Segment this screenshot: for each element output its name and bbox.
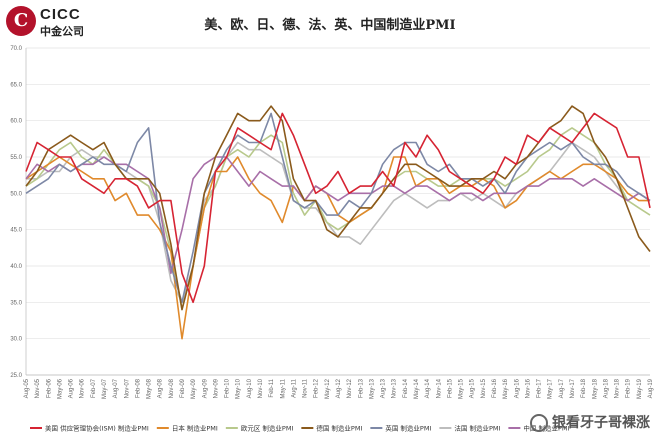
x-tick-label: Feb-13 <box>358 378 364 398</box>
legend-label: 欧元区 制造业PMI <box>241 424 294 433</box>
x-tick-label: Aug-19 <box>648 378 654 398</box>
x-tick-label: Aug-07 <box>113 378 119 398</box>
x-tick-label: Feb-17 <box>537 378 543 398</box>
x-tick-label: May-06 <box>57 378 63 399</box>
x-tick-label: Nov-18 <box>615 378 621 398</box>
legend-label: 日本 制造业PMI <box>172 424 218 433</box>
logo-text-cn: 中金公司 <box>40 25 84 38</box>
x-tick-label: May-17 <box>548 378 554 399</box>
x-tick-label: Aug-15 <box>470 378 476 398</box>
y-tick-label: 35.0 <box>10 300 22 306</box>
weibo-icon <box>530 414 548 432</box>
x-tick-label: Feb-15 <box>447 378 453 398</box>
x-tick-label: Nov-06 <box>80 378 86 398</box>
x-tick-label: Nov-11 <box>303 378 309 398</box>
x-tick-label: Feb-14 <box>403 378 409 398</box>
y-tick-label: 55.0 <box>10 155 22 161</box>
watermark-text: 银看牙子哥裸涨 <box>552 415 650 431</box>
x-tick-label: May-16 <box>503 378 509 399</box>
x-tick-label: May-18 <box>592 378 598 399</box>
x-tick-label: Feb-08 <box>135 378 141 398</box>
cicc-logo-mark-icon: C <box>6 6 36 36</box>
legend-label: 英国 制造业PMI <box>385 424 431 433</box>
x-tick-label: May-13 <box>369 378 375 399</box>
x-tick-label: Aug-16 <box>514 378 520 398</box>
cicc-logo: C CICC 中金公司 <box>6 6 126 38</box>
x-tick-label: Aug-11 <box>291 378 297 398</box>
x-tick-label: Feb-06 <box>46 378 52 398</box>
y-tick-label: 45.0 <box>10 228 22 234</box>
y-tick-label: 40.0 <box>10 264 22 270</box>
watermark: 银看牙子哥裸涨 <box>530 412 650 432</box>
x-tick-label: Nov-12 <box>347 378 353 398</box>
x-tick-label: Feb-07 <box>91 378 97 398</box>
y-tick-label: 60.0 <box>10 119 22 125</box>
x-tick-label: May-14 <box>414 378 420 399</box>
series-line-3 <box>25 105 651 311</box>
x-tick-label: Aug-14 <box>425 378 431 398</box>
x-tick-label: Nov-14 <box>436 378 442 398</box>
x-tick-label: Aug-17 <box>559 378 565 398</box>
x-tick-label: Nov-16 <box>525 378 531 398</box>
x-tick-label: Aug-18 <box>603 378 609 398</box>
x-tick-label: Nov-09 <box>213 378 219 398</box>
x-tick-label: Aug-13 <box>381 378 387 398</box>
x-tick-label: Feb-10 <box>225 378 231 398</box>
legend-label: 美国 供应管理协会(ISM) 制造业PMI <box>45 424 149 433</box>
x-tick-label: May-12 <box>325 378 331 399</box>
x-tick-label: May-09 <box>191 378 197 399</box>
series-lines <box>25 105 651 340</box>
y-tick-label: 50.0 <box>10 191 22 197</box>
y-tick-label: 25.0 <box>10 373 22 379</box>
x-tick-label: Aug-05 <box>24 378 30 398</box>
x-tick-label: Nov-13 <box>392 378 398 398</box>
x-tick-label: May-19 <box>637 378 643 399</box>
series-line-4 <box>25 112 651 304</box>
x-axis: Aug-05 Nov-05 Feb-06 May-06 Aug-06 Nov-06 Feb-… <box>24 378 654 399</box>
x-tick-label: Feb-09 <box>180 378 186 398</box>
grid-lines <box>26 47 650 376</box>
x-tick-label: Aug-10 <box>247 378 253 398</box>
chart-title: 美、欧、日、德、法、英、中国制造业PMI <box>204 18 456 33</box>
y-axis: 70.0 65.0 60.0 55.0 50.0 45.0 40.0 35.0 30.0 25.0 <box>10 46 650 379</box>
x-tick-label: May-15 <box>459 378 465 399</box>
x-tick-label: Nov-17 <box>570 378 576 398</box>
series-line-6 <box>25 156 651 275</box>
x-tick-label: Nov-15 <box>481 378 487 398</box>
series-line-0 <box>25 112 651 304</box>
x-tick-label: Nov-08 <box>169 378 175 398</box>
x-tick-label: Nov-10 <box>258 378 264 398</box>
x-tick-label: Feb-12 <box>314 378 320 398</box>
x-tick-label: May-10 <box>236 378 242 399</box>
y-tick-label: 70.0 <box>10 46 22 52</box>
x-tick-label: May-07 <box>102 378 108 399</box>
x-tick-label: Nov-05 <box>35 378 41 398</box>
x-tick-label: Feb-18 <box>581 378 587 398</box>
x-tick-label: Feb-16 <box>492 378 498 398</box>
x-tick-label: Feb-11 <box>269 378 275 397</box>
legend: 美国 供应管理协会(ISM) 制造业PMI 日本 制造业PMI 欧元区 制造业PMI… <box>30 424 569 433</box>
legend-label: 法国 制造业PMI <box>454 424 500 433</box>
series-line-2 <box>25 127 651 311</box>
x-tick-label: Aug-06 <box>69 378 75 398</box>
x-tick-label: Aug-12 <box>336 378 342 398</box>
series-line-1 <box>25 156 650 340</box>
x-tick-label: Aug-08 <box>158 378 164 398</box>
logo-text-en: CICC <box>40 6 81 23</box>
y-tick-label: 30.0 <box>10 337 22 343</box>
x-tick-label: Aug-09 <box>202 378 208 398</box>
x-tick-label: May-11 <box>280 378 286 398</box>
x-tick-label: Feb-19 <box>626 378 632 398</box>
legend-label: 德国 制造业PMI <box>316 424 362 433</box>
x-tick-label: May-08 <box>147 378 153 399</box>
x-tick-label: Nov-07 <box>124 378 130 398</box>
y-tick-label: 65.0 <box>10 82 22 88</box>
